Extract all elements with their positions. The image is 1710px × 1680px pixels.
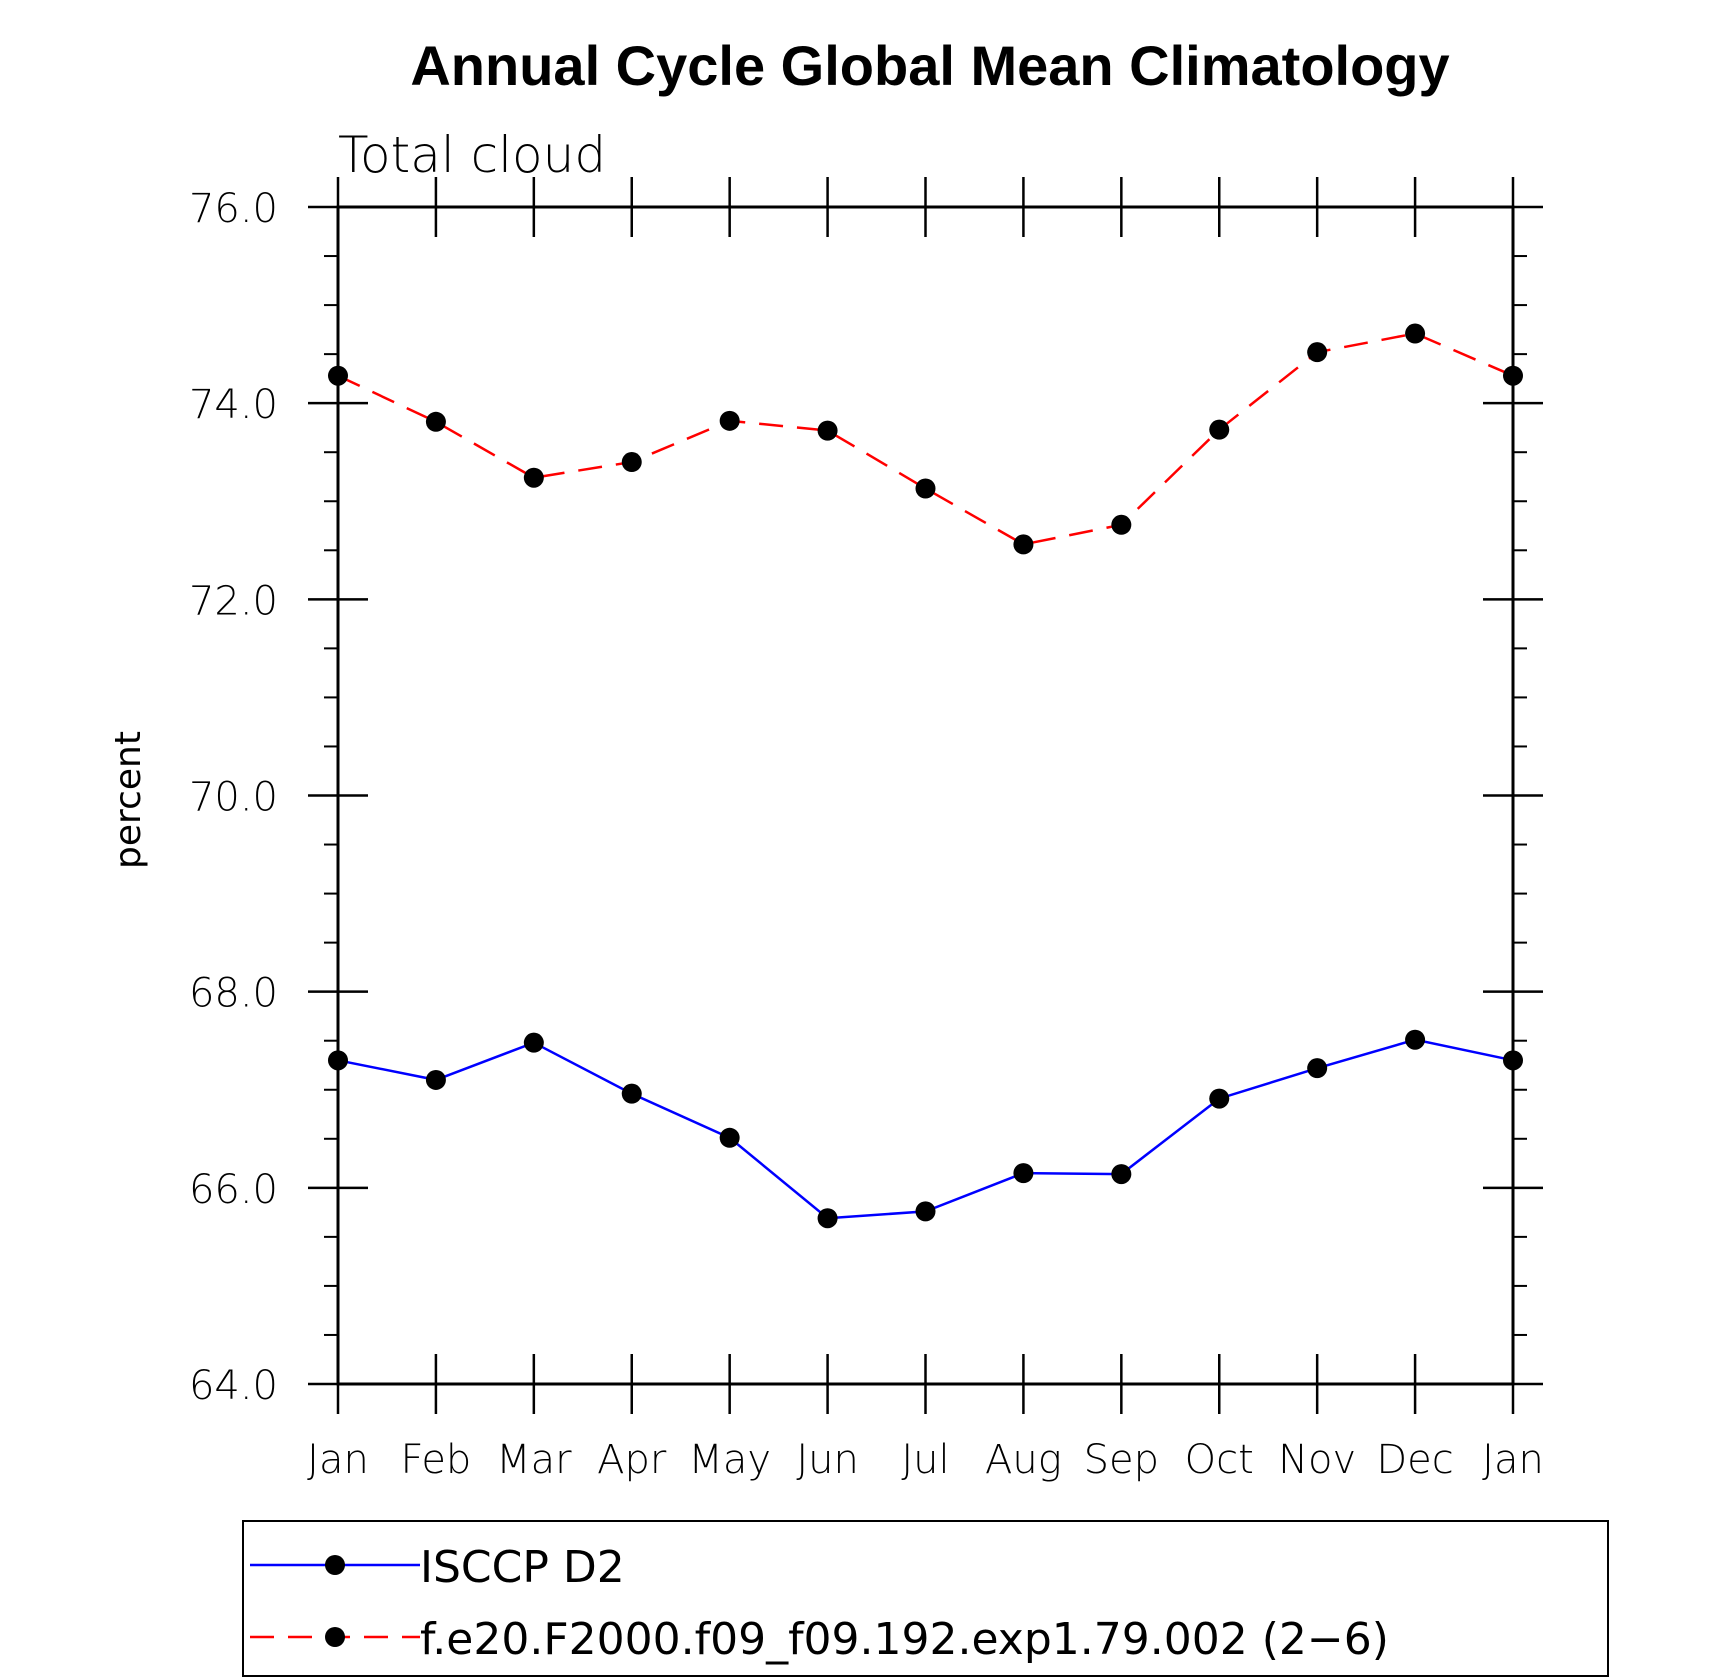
data-point bbox=[1307, 1058, 1328, 1079]
x-tick-labels: Jan Feb Mar Apr May Jun Jul Aug Sep Oct Nov Dec Jan bbox=[307, 1437, 1544, 1483]
data-point bbox=[1209, 419, 1230, 440]
series-layer bbox=[328, 323, 1523, 1229]
data-point bbox=[621, 452, 642, 473]
tick-marks bbox=[308, 177, 1543, 1414]
y-tick-label: 64.0 bbox=[189, 1363, 278, 1409]
data-point bbox=[817, 1208, 838, 1229]
legend-label-isccp: ISCCP D2 bbox=[420, 1542, 625, 1593]
x-tick-label: Apr bbox=[597, 1437, 667, 1483]
data-point bbox=[1111, 514, 1132, 535]
y-tick-label: 66.0 bbox=[189, 1167, 278, 1213]
data-point bbox=[817, 420, 838, 441]
data-point bbox=[915, 1201, 936, 1222]
data-point bbox=[1013, 534, 1034, 555]
data-point bbox=[1405, 323, 1426, 344]
data-point bbox=[621, 1083, 642, 1104]
plot-frame bbox=[336, 205, 1515, 1386]
x-tick-label: Aug bbox=[985, 1437, 1062, 1483]
data-point bbox=[1405, 1029, 1426, 1050]
x-tick-label: Jun bbox=[796, 1437, 859, 1483]
y-tick-label: 70.0 bbox=[189, 775, 278, 821]
data-point bbox=[425, 1069, 446, 1090]
data-point bbox=[719, 1127, 740, 1148]
legend-label-model: f.e20.F2000.f09_f09.192.exp1.79.002 (2−6… bbox=[420, 1614, 1389, 1665]
y-tick-label: 68.0 bbox=[189, 971, 278, 1017]
legend-marker-model bbox=[325, 1627, 345, 1647]
legend-box bbox=[242, 1520, 1609, 1677]
y-tick-label: 76.0 bbox=[189, 186, 278, 232]
x-tick-label: Jul bbox=[901, 1437, 949, 1483]
data-point bbox=[425, 411, 446, 432]
x-tick-label: May bbox=[688, 1437, 771, 1483]
series-line-0 bbox=[337, 1038, 1514, 1220]
data-point bbox=[523, 1032, 544, 1053]
x-tick-label: Jan bbox=[1482, 1437, 1544, 1483]
y-tick-labels: 64.0 66.0 68.0 70.0 72.0 74.0 76.0 bbox=[189, 186, 278, 1409]
data-point bbox=[523, 467, 544, 488]
data-point bbox=[915, 478, 936, 499]
x-tick-label: Dec bbox=[1376, 1437, 1453, 1483]
x-tick-label: Mar bbox=[496, 1437, 572, 1483]
x-tick-label: Sep bbox=[1084, 1437, 1159, 1483]
y-tick-label: 74.0 bbox=[189, 382, 278, 428]
y-axis-title: percent bbox=[108, 731, 149, 869]
data-point bbox=[1307, 342, 1328, 363]
data-point bbox=[719, 410, 740, 431]
x-tick-label: Jan bbox=[307, 1437, 369, 1483]
data-point bbox=[1013, 1163, 1034, 1184]
x-tick-label: Nov bbox=[1278, 1437, 1356, 1483]
data-point bbox=[1209, 1088, 1230, 1109]
chart-subtitle: Total cloud bbox=[338, 126, 606, 184]
chart-title: Annual Cycle Global Mean Climatology bbox=[410, 34, 1449, 97]
y-tick-label: 72.0 bbox=[189, 578, 278, 624]
data-point bbox=[1111, 1164, 1132, 1185]
x-tick-label: Feb bbox=[401, 1437, 472, 1483]
legend: ISCCP D2 f.e20.F2000.f09_f09.192.exp1.79… bbox=[242, 1520, 1609, 1677]
series-line-1 bbox=[337, 332, 1514, 546]
x-tick-label: Oct bbox=[1185, 1437, 1254, 1483]
legend-marker-isccp bbox=[325, 1555, 345, 1575]
